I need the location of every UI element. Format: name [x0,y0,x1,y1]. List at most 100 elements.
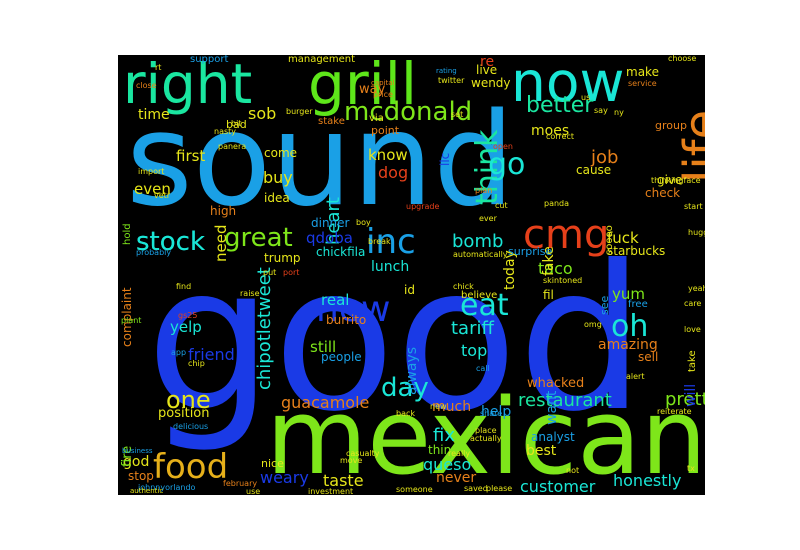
cloud-word: someone [396,485,433,494]
cloud-word: good [146,223,645,456]
cloud-word: first [176,147,206,165]
cloud-word: sound [126,86,515,235]
cloud-word: one [166,386,211,414]
cloud-word: believe [461,290,498,301]
cloud-word: thing [428,443,459,457]
cloud-word: amazing [598,337,658,353]
cloud-word: still [310,338,337,356]
cloud-word: call [476,364,490,373]
cloud-word: chip [188,359,205,368]
word-cloud: good sound mexican right grill now life food cmg… [118,55,705,495]
cloud-word: cause [576,163,612,177]
cloud-word: new [430,402,447,411]
cloud-word: authentic [130,487,164,495]
cloud-word: stake [318,116,345,127]
cloud-word: cut [495,201,508,210]
cloud-word: yelp [170,318,202,336]
cloud-word: fuck [607,229,639,247]
cloud-word: not [566,466,580,475]
cloud-word: god [123,454,150,470]
cloud-word: say [594,106,608,115]
cloud-word: ny [614,108,624,117]
cloud-word: friend [188,345,235,364]
cloud-word: wendy [471,76,511,90]
cloud-word: burger [286,107,313,116]
cloud-word: much [432,399,472,415]
cloud-word: tx [687,464,695,473]
cloud-word: sell [638,350,659,364]
cloud-word: need [212,224,230,263]
cloud-word: bomb [452,231,504,252]
cloud-word: panera [218,142,247,151]
cloud-word: buy [263,168,293,187]
cloud-word: ever [479,214,497,223]
cloud-word: put [263,268,277,277]
cloud-word: start [684,202,703,211]
cloud-word: best [526,443,557,459]
cloud-word: even [134,180,171,198]
cloud-word: alert [626,372,645,381]
cloud-word: oh [611,309,649,344]
cloud-word: app [171,348,187,357]
cloud-word: right [123,55,253,116]
cloud-word: see [598,295,611,315]
cloud-word: capital [371,79,395,87]
cloud-word: will [683,383,699,407]
cloud-word: qdoba [306,229,353,247]
cloud-word: rating [436,67,457,75]
cloud-word: price [373,90,393,99]
cloud-word: service [628,79,657,88]
cloud-word: omg [584,320,602,329]
cloud-word: people [321,350,362,364]
cloud-word: upgrade [406,202,440,211]
cloud-word: day [381,373,429,403]
cloud-word: soooo [604,225,615,255]
cloud-word: fix [433,425,455,446]
cloud-word: hold [122,223,133,245]
cloud-word: guacamole [281,393,370,412]
cloud-word: yeah [688,284,705,293]
cloud-word: back [396,409,416,418]
cloud-word: now [511,55,625,114]
cloud-word: lunch [371,259,410,275]
cloud-word: chipotletweet [254,267,275,390]
cloud-word: never [436,470,477,486]
cloud-word: whacked [527,376,585,391]
cloud-word: grill [308,55,418,118]
cloud-word: stop [128,469,154,483]
cloud-word: set [451,110,464,119]
cloud-word: help [481,404,512,420]
cloud-word: starbucks [607,244,666,258]
cloud-word: way [359,82,386,97]
cloud-word: raise [240,289,260,298]
cloud-word: johnnyorlando [138,483,196,492]
cloud-word: panda [544,199,570,208]
cloud-word: analyst [531,430,575,444]
cloud-word: fil [543,288,554,302]
cloud-word: really [448,449,471,458]
cloud-word: llc [438,152,452,166]
cloud-word: boy [356,218,371,227]
cloud-word: group [655,119,687,132]
cloud-word: care [684,299,702,308]
cloud-word: id [404,283,415,297]
cloud-word: probably [136,248,172,257]
cloud-word: choose [668,55,697,63]
cloud-word: stock [136,227,205,257]
cloud-word: close [136,81,157,90]
cloud-word: make [626,65,659,79]
cloud-word: live [476,63,498,77]
cloud-word: break [368,237,391,246]
cloud-word: via [369,113,384,124]
cloud-word: bit [231,119,242,128]
cloud-word: bad [226,118,247,131]
cloud-word: us [581,93,591,102]
cloud-word: great [224,223,293,253]
cloud-word: import [138,167,165,176]
cloud-word: know [368,146,408,164]
cloud-word: job [591,147,619,168]
cloud-word: give [657,173,683,187]
cloud-word: business [122,447,153,455]
cloud-word: burrito [326,313,367,327]
cloud-word: skintoned [543,276,583,285]
